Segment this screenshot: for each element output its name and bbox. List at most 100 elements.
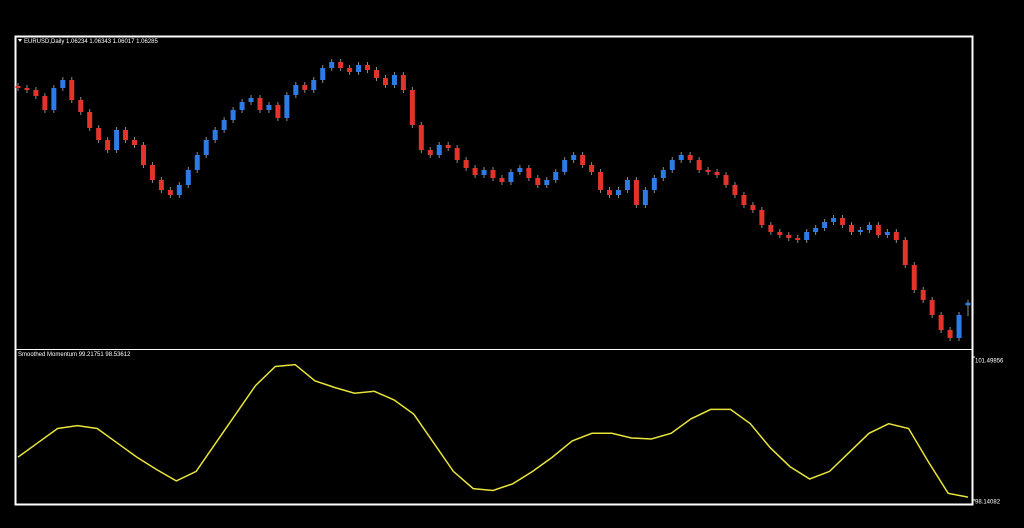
candle-body	[642, 190, 648, 205]
candle-body	[786, 235, 792, 238]
candle-body	[365, 65, 371, 70]
candle-body	[33, 90, 39, 96]
candle-body	[857, 230, 863, 232]
candle-body	[660, 170, 666, 178]
candle-body	[15, 86, 21, 88]
close: 1.06285	[136, 39, 158, 45]
candle-body	[212, 130, 218, 140]
candle-body	[194, 155, 200, 170]
candle-body	[615, 190, 621, 195]
candle-body	[759, 210, 765, 225]
candle-body	[947, 330, 953, 338]
candle-body	[409, 90, 415, 125]
candle-body	[875, 225, 881, 235]
candle-body	[571, 155, 577, 160]
candle-body	[544, 180, 550, 185]
candle-body	[123, 130, 129, 140]
dropdown-arrow[interactable]	[18, 39, 22, 42]
candle-body	[230, 110, 236, 120]
candle-body	[562, 160, 568, 172]
candle-body	[831, 218, 837, 222]
candle-body	[149, 165, 155, 180]
momentum-line	[17, 363, 969, 498]
candle-body	[750, 205, 756, 210]
candle-body	[795, 238, 801, 240]
candle-body	[400, 75, 406, 90]
candle-body	[893, 232, 899, 240]
candle-body	[132, 140, 138, 145]
y-tick-label: 98.14082	[975, 500, 1001, 506]
candle-body	[651, 178, 657, 190]
candle-body	[311, 80, 317, 90]
indicator-header: Smoothed Momentum 99.21751 98.53612	[18, 352, 131, 358]
candle-body	[78, 100, 84, 112]
candle-body	[114, 130, 120, 150]
candle-body	[866, 225, 872, 230]
candle-body	[777, 232, 783, 235]
candle-body	[526, 168, 532, 178]
candle-body	[723, 175, 729, 185]
candle-body	[418, 125, 424, 150]
open: 1.06234	[66, 39, 88, 45]
candle-body	[472, 168, 478, 175]
candle-body	[463, 160, 469, 168]
candle-body	[391, 75, 397, 85]
symbol: EURUSD,Daily	[24, 39, 64, 45]
candle-body	[42, 96, 48, 110]
candle-body	[275, 105, 281, 118]
candle-body	[454, 148, 460, 160]
indicator-name: Smoothed Momentum	[18, 352, 77, 358]
candle-body	[804, 232, 810, 240]
candle-body	[535, 178, 541, 185]
candle-body	[741, 195, 747, 205]
chart-frame	[14, 35, 974, 506]
candle-body	[347, 68, 353, 72]
candle-body	[678, 155, 684, 160]
candle-body	[445, 145, 451, 148]
y-tick-label: 101.49856	[975, 359, 1004, 365]
candle-body	[239, 102, 245, 110]
candle-body	[822, 222, 828, 228]
candle-body	[257, 98, 263, 110]
candle-body	[96, 128, 102, 140]
candle-body	[911, 265, 917, 290]
candle-body	[840, 218, 846, 225]
candle-body	[607, 190, 613, 195]
candle-body	[60, 80, 66, 88]
plot-area: 101.49856 98.14082	[15, 59, 1004, 506]
indicator-value: 99.21751	[79, 352, 105, 358]
high: 1.06343	[89, 39, 111, 45]
candle-body	[598, 172, 604, 190]
candle-body	[158, 180, 164, 190]
candle-body	[140, 145, 146, 165]
candle-body	[373, 70, 379, 78]
candle-body	[329, 62, 335, 68]
candle-body	[24, 88, 30, 90]
candle-body	[436, 145, 442, 155]
candle-body	[167, 190, 173, 195]
candle-body	[633, 180, 639, 205]
candle-body	[705, 170, 711, 172]
candle-body	[902, 240, 908, 265]
candle-body	[293, 85, 299, 95]
indicator-value: 98.53612	[105, 352, 131, 358]
candle-body	[884, 232, 890, 235]
candle-body	[302, 85, 308, 90]
candle-body	[687, 155, 693, 160]
candle-body	[87, 112, 93, 128]
candle-body	[105, 140, 111, 150]
candle-body	[176, 185, 182, 195]
candle-body	[624, 180, 630, 190]
candle-body	[221, 120, 227, 130]
candle-body	[69, 80, 75, 100]
candle-body	[508, 172, 514, 182]
candle-body	[356, 65, 362, 72]
candle-body	[427, 150, 433, 155]
candle-body	[714, 172, 720, 175]
candle-body	[51, 88, 57, 110]
candle-body	[203, 140, 209, 155]
candle-body	[813, 228, 819, 232]
candle-body	[517, 168, 523, 172]
